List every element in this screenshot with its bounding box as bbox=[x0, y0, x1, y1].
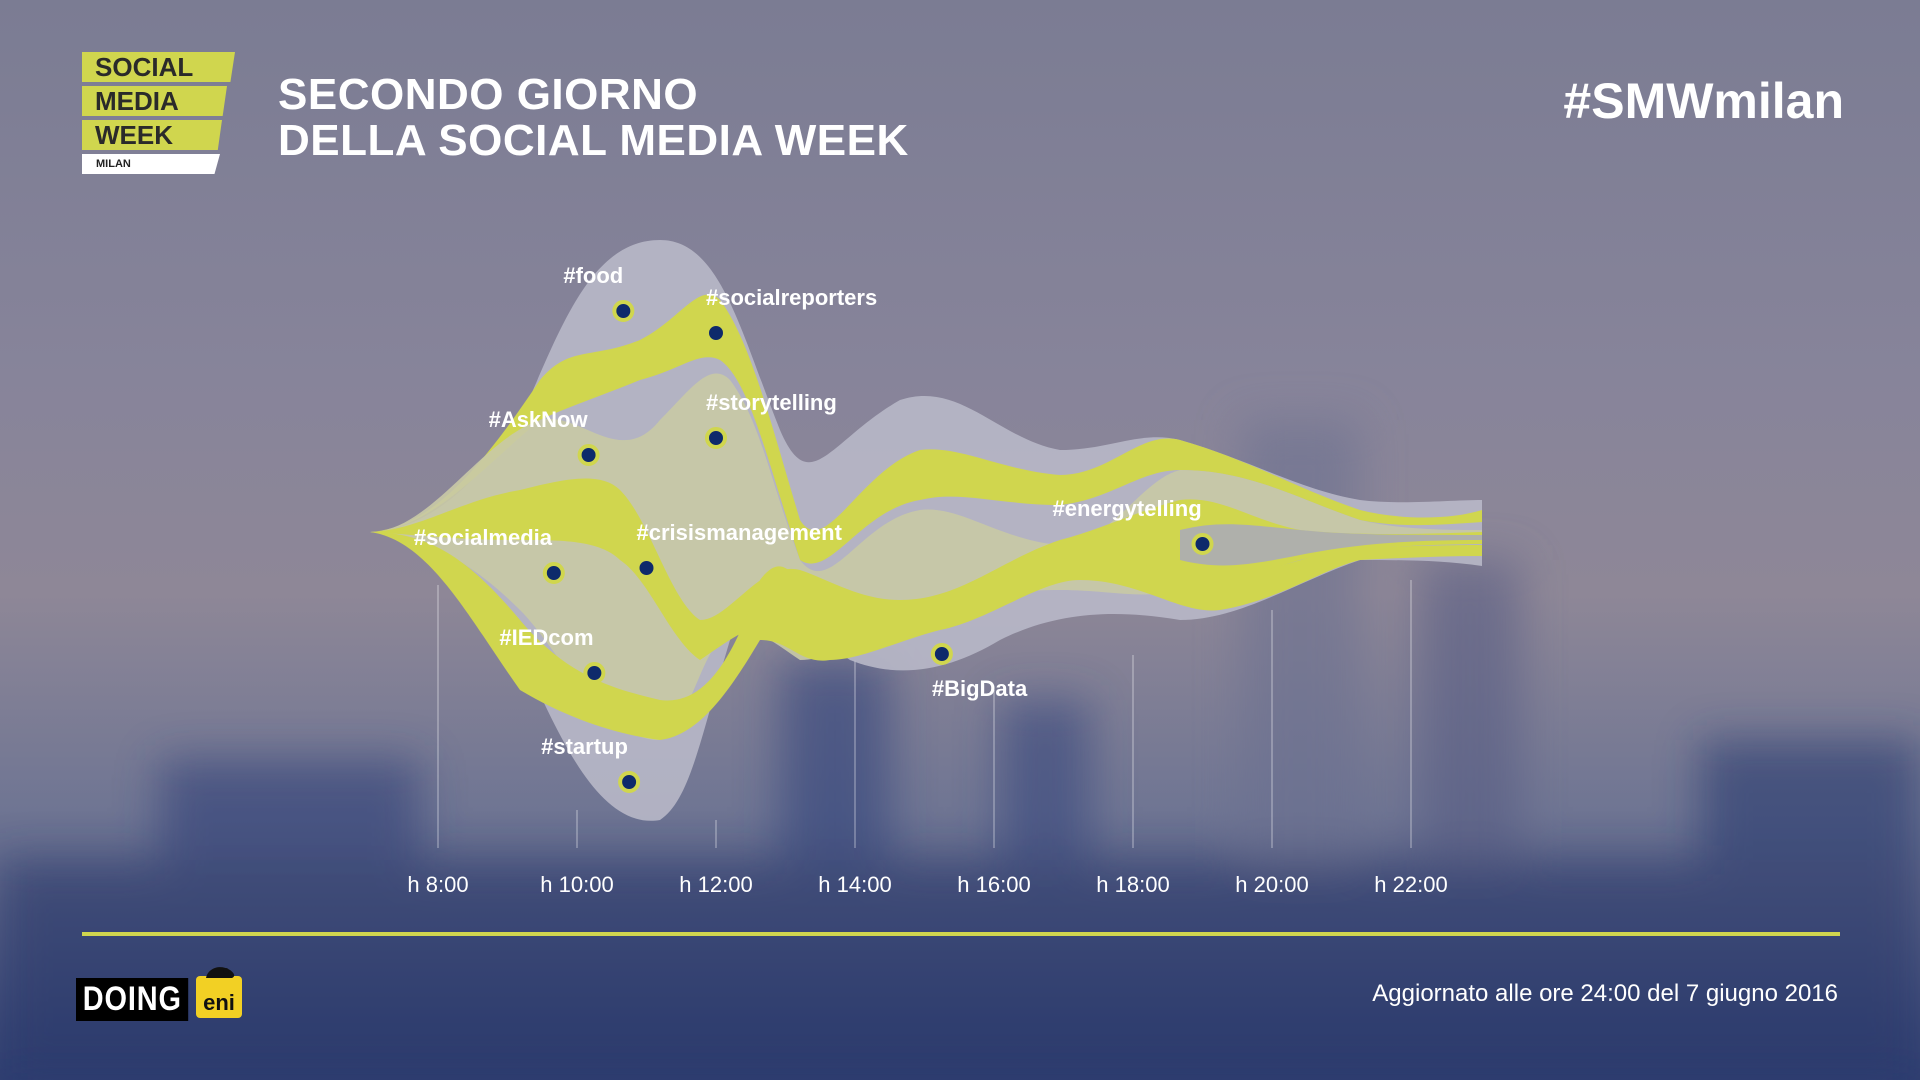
peak-label: #storytelling bbox=[706, 390, 837, 415]
stream-layers bbox=[370, 240, 1482, 821]
logo-city: MILAN bbox=[82, 154, 220, 174]
logo-line-2: MEDIA bbox=[82, 86, 227, 116]
x-tick-label: h 18:00 bbox=[1096, 872, 1169, 897]
logo-line-3: WEEK bbox=[82, 120, 222, 150]
peak-markers bbox=[542, 300, 1214, 793]
eni-logo-icon: eni bbox=[196, 967, 242, 1018]
stream-yellow-lower bbox=[370, 532, 1482, 740]
peak-label: #BigData bbox=[932, 676, 1028, 701]
peak-label: #socialmedia bbox=[414, 525, 553, 550]
peak-label: #AskNow bbox=[489, 407, 589, 432]
peak-label: #energytelling bbox=[1053, 496, 1202, 521]
title-line-2: DELLA SOCIAL MEDIA WEEK bbox=[278, 116, 909, 165]
footer-divider bbox=[82, 932, 1840, 936]
x-tick-label: h 8:00 bbox=[407, 872, 468, 897]
peak-label: #food bbox=[563, 263, 623, 288]
title-line-1: SECONDO GIORNO bbox=[278, 70, 699, 119]
peak-marker bbox=[618, 771, 641, 793]
peak-marker bbox=[705, 322, 727, 344]
peak-label: #startup bbox=[541, 734, 628, 759]
x-tick-label: h 12:00 bbox=[679, 872, 752, 897]
x-tick-label: h 10:00 bbox=[540, 872, 613, 897]
page-title: SECONDO GIORNO DELLA SOCIAL MEDIA WEEK bbox=[278, 72, 909, 164]
stream-yellow-mid bbox=[370, 478, 1482, 660]
peak-marker bbox=[542, 562, 565, 584]
x-axis-ticks: h 8:00 h 10:00 h 12:00 h 14:00 h 16:00 h 18:0… bbox=[407, 872, 1447, 897]
stream-grey-core bbox=[1180, 524, 1482, 566]
peak-marker bbox=[577, 444, 600, 466]
peak-label: #socialreporters bbox=[706, 285, 877, 310]
peak-marker bbox=[930, 643, 953, 665]
x-tick-label: h 16:00 bbox=[957, 872, 1030, 897]
stream-yellow-top bbox=[370, 294, 1482, 564]
peak-marker bbox=[1191, 533, 1214, 555]
peak-label: #IEDcom bbox=[499, 625, 593, 650]
x-tick-label: h 14:00 bbox=[818, 872, 891, 897]
x-tick-label: h 22:00 bbox=[1374, 872, 1447, 897]
peak-labels: #food #socialreporters #storytelling #AskNo… bbox=[414, 263, 1202, 759]
peak-marker bbox=[612, 300, 635, 322]
peak-marker bbox=[635, 557, 658, 579]
peak-marker bbox=[583, 662, 606, 684]
stream-light-middle bbox=[370, 373, 1482, 740]
logo-line-1: SOCIAL bbox=[82, 52, 235, 82]
x-tick-label: h 20:00 bbox=[1235, 872, 1308, 897]
doing-logo: DOING bbox=[76, 978, 189, 1021]
eni-wordmark: eni bbox=[203, 990, 235, 1015]
social-media-week-logo: SOCIAL MEDIA WEEK MILAN bbox=[82, 52, 235, 174]
time-gridlines bbox=[437, 580, 1412, 848]
peak-marker bbox=[705, 427, 727, 449]
event-hashtag: #SMWmilan bbox=[1563, 73, 1844, 129]
peak-label: #crisismanagement bbox=[637, 520, 843, 545]
updated-timestamp: Aggiornato alle ore 24:00 del 7 giugno 2… bbox=[1372, 980, 1838, 1007]
